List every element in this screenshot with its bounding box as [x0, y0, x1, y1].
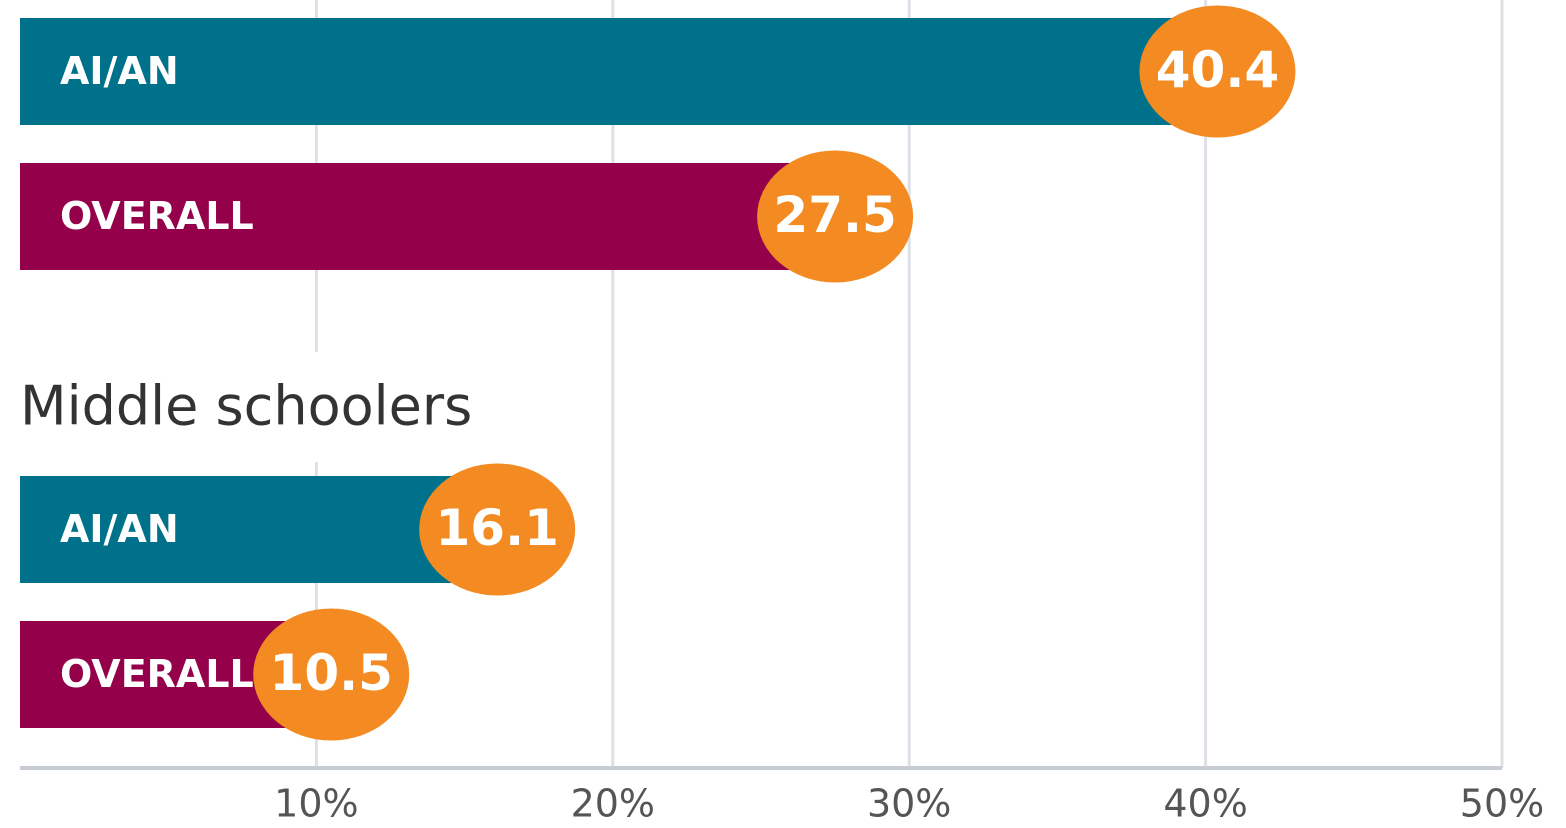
value-badge	[419, 463, 576, 596]
bar-label: AI/AN	[60, 49, 179, 93]
bar	[20, 476, 498, 583]
group-title: Middle schoolers	[20, 375, 472, 438]
value-label: 16.1	[436, 499, 559, 557]
value-label: 27.5	[773, 186, 896, 244]
x-tick-label: 10%	[274, 782, 358, 826]
x-tick-label: 40%	[1163, 782, 1247, 826]
value-badge	[1139, 5, 1296, 138]
x-tick-label: 20%	[571, 782, 655, 826]
bar-label: OVERALL	[60, 194, 254, 238]
bar-label: AI/AN	[60, 507, 179, 551]
value-label: 10.5	[270, 644, 393, 702]
bar	[20, 18, 1218, 125]
value-badge	[253, 608, 410, 741]
value-label: 40.4	[1156, 41, 1279, 99]
x-tick-label: 30%	[867, 782, 951, 826]
heading-background	[0, 352, 600, 462]
value-badge	[757, 150, 914, 283]
bar	[20, 163, 836, 270]
x-tick-label: 50%	[1460, 782, 1544, 826]
bar-label: OVERALL	[60, 652, 254, 696]
